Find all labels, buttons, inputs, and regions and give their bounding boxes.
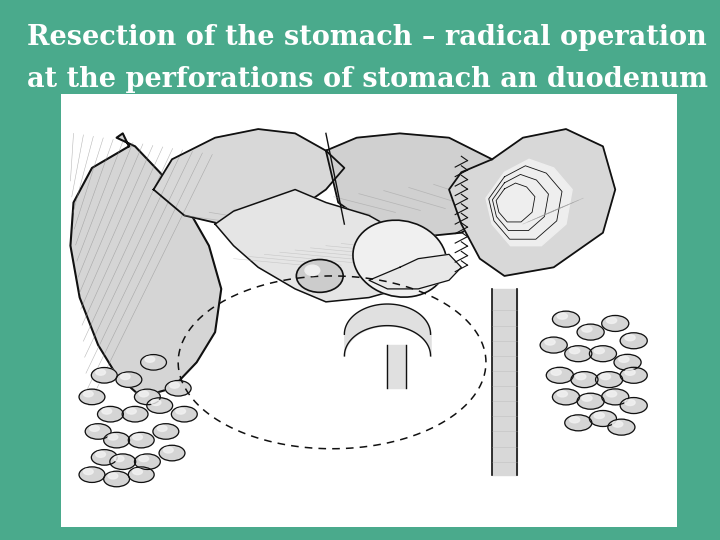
Ellipse shape	[108, 473, 118, 479]
Ellipse shape	[594, 413, 604, 418]
Ellipse shape	[165, 381, 191, 396]
Ellipse shape	[102, 408, 112, 414]
Ellipse shape	[606, 318, 617, 323]
Ellipse shape	[595, 372, 623, 388]
Polygon shape	[153, 129, 344, 224]
Ellipse shape	[600, 374, 611, 380]
Ellipse shape	[122, 407, 148, 422]
Ellipse shape	[575, 374, 586, 380]
Ellipse shape	[96, 369, 106, 375]
Ellipse shape	[618, 356, 629, 362]
Ellipse shape	[546, 367, 573, 383]
Ellipse shape	[104, 433, 130, 448]
Ellipse shape	[552, 311, 580, 327]
Ellipse shape	[557, 391, 567, 397]
Polygon shape	[449, 129, 615, 276]
Ellipse shape	[79, 467, 105, 482]
Ellipse shape	[157, 426, 167, 431]
Ellipse shape	[135, 454, 161, 469]
Ellipse shape	[140, 355, 166, 370]
Ellipse shape	[128, 467, 154, 482]
Ellipse shape	[97, 407, 123, 422]
Ellipse shape	[582, 326, 592, 332]
Ellipse shape	[625, 369, 635, 375]
Text: Resection of the stomach – radical operation: Resection of the stomach – radical opera…	[27, 24, 707, 51]
Ellipse shape	[96, 451, 106, 457]
Ellipse shape	[577, 393, 604, 409]
Ellipse shape	[163, 447, 174, 453]
Ellipse shape	[176, 408, 186, 414]
Ellipse shape	[577, 324, 604, 340]
Ellipse shape	[139, 456, 148, 462]
Ellipse shape	[84, 469, 93, 475]
Ellipse shape	[128, 433, 154, 448]
Ellipse shape	[110, 454, 135, 469]
Ellipse shape	[570, 348, 580, 354]
Ellipse shape	[89, 426, 99, 431]
Ellipse shape	[582, 395, 592, 401]
Ellipse shape	[557, 313, 567, 319]
Polygon shape	[71, 133, 221, 397]
Ellipse shape	[108, 434, 118, 440]
Ellipse shape	[169, 382, 179, 388]
Ellipse shape	[151, 400, 161, 406]
Ellipse shape	[127, 408, 136, 414]
Polygon shape	[369, 254, 462, 289]
Ellipse shape	[147, 398, 173, 413]
Ellipse shape	[564, 415, 592, 431]
Ellipse shape	[608, 419, 635, 435]
Ellipse shape	[570, 417, 580, 423]
Ellipse shape	[602, 315, 629, 332]
Ellipse shape	[159, 446, 185, 461]
Ellipse shape	[620, 397, 647, 414]
Ellipse shape	[602, 389, 629, 405]
Ellipse shape	[590, 410, 616, 427]
Ellipse shape	[145, 356, 155, 362]
Ellipse shape	[135, 389, 161, 404]
Ellipse shape	[85, 424, 111, 439]
Ellipse shape	[79, 389, 105, 404]
Circle shape	[305, 265, 320, 275]
Ellipse shape	[620, 367, 647, 383]
Ellipse shape	[545, 339, 555, 345]
Ellipse shape	[540, 337, 567, 353]
Ellipse shape	[614, 354, 641, 370]
Ellipse shape	[564, 346, 592, 362]
Ellipse shape	[571, 372, 598, 388]
Ellipse shape	[84, 391, 93, 397]
Ellipse shape	[91, 450, 117, 465]
Polygon shape	[215, 190, 418, 302]
Ellipse shape	[552, 389, 580, 405]
Ellipse shape	[153, 424, 179, 439]
Ellipse shape	[91, 368, 117, 383]
Ellipse shape	[620, 333, 647, 349]
Polygon shape	[492, 289, 517, 475]
Ellipse shape	[116, 372, 142, 387]
Polygon shape	[486, 159, 572, 246]
Ellipse shape	[551, 369, 562, 375]
Ellipse shape	[590, 346, 616, 362]
Text: at the perforations of stomach an duodenum: at the perforations of stomach an duoden…	[27, 66, 708, 93]
Ellipse shape	[594, 348, 604, 354]
Ellipse shape	[114, 456, 124, 462]
Ellipse shape	[132, 434, 143, 440]
Ellipse shape	[120, 374, 130, 380]
FancyBboxPatch shape	[61, 94, 677, 526]
Ellipse shape	[606, 391, 617, 397]
Ellipse shape	[132, 469, 143, 475]
Polygon shape	[387, 345, 406, 388]
Ellipse shape	[625, 400, 635, 406]
Polygon shape	[326, 133, 505, 237]
Ellipse shape	[139, 391, 148, 397]
Circle shape	[297, 260, 343, 292]
Ellipse shape	[625, 335, 635, 341]
Ellipse shape	[613, 421, 623, 427]
Ellipse shape	[171, 407, 197, 422]
Ellipse shape	[353, 220, 446, 297]
Ellipse shape	[104, 471, 130, 487]
